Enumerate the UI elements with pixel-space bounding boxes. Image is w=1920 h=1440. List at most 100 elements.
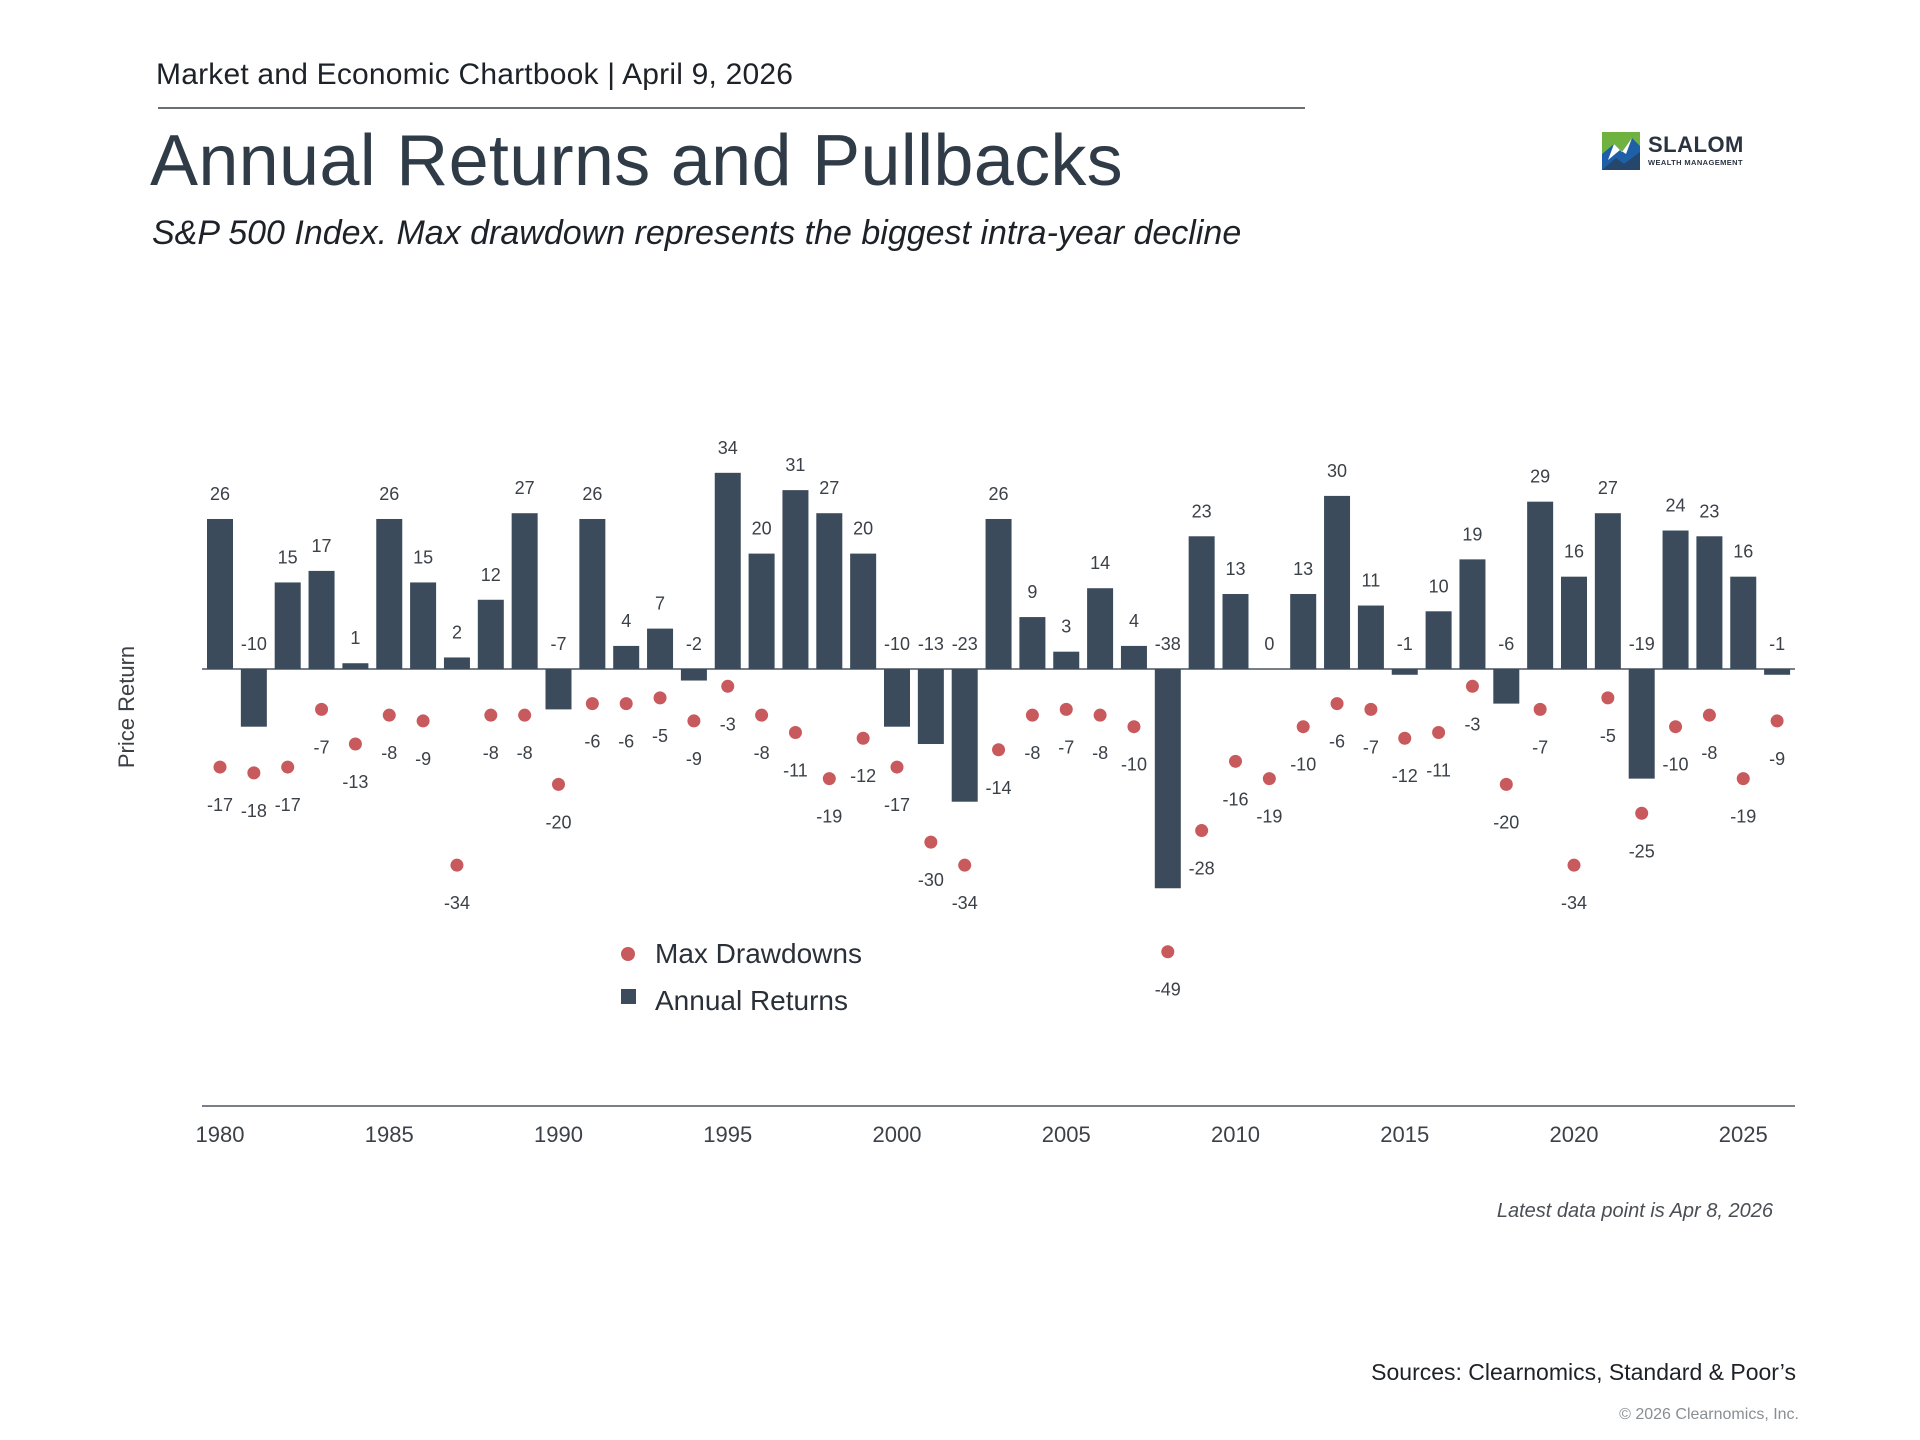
max-drawdown-label: -8 [381,743,397,763]
annual-return-bar [308,570,335,669]
max-drawdown-dot [518,708,532,722]
max-drawdown-label: -10 [1663,755,1689,775]
x-tick-label: 1995 [703,1122,752,1147]
max-drawdown-dot [382,708,396,722]
slalom-logo: SLALOM WEALTH MANAGEMENT [1602,132,1757,172]
max-drawdown-dot [1161,945,1175,959]
max-drawdown-label: -9 [1769,749,1785,769]
annual-return-bar [748,553,775,669]
max-drawdown-label: -8 [1701,743,1717,763]
max-drawdown-dot [416,714,430,728]
max-drawdown-dot [315,702,329,716]
max-drawdown-dot [213,760,227,774]
annual-return-label: 26 [989,484,1009,504]
max-drawdown-dot [1736,772,1750,786]
page-title: Annual Returns and Pullbacks [150,121,1123,201]
max-drawdown-label: -5 [1600,726,1616,746]
max-drawdown-dot [585,697,599,711]
max-drawdown-dot [755,708,769,722]
max-drawdown-label: -13 [342,772,368,792]
max-drawdown-label: -8 [517,743,533,763]
max-drawdown-dot [1127,720,1141,734]
header-divider [158,107,1305,109]
max-drawdown-dot [1601,691,1615,705]
annual-return-label: 3 [1061,617,1071,637]
annual-return-bar [613,645,640,669]
max-drawdown-label: -7 [1532,737,1548,757]
annual-return-label: -13 [918,634,944,654]
max-drawdown-dot [552,777,565,791]
max-drawdown-dot [484,708,498,722]
annual-return-label: -10 [241,634,267,654]
annual-return-bar [579,518,606,669]
x-tick-label: 2000 [873,1122,922,1147]
max-drawdown-label: -16 [1222,789,1248,809]
max-drawdown-dot [856,731,870,745]
max-drawdown-label: -7 [1058,737,1074,757]
annual-return-bar [1357,605,1384,669]
latest-data-note: Latest data point is Apr 8, 2026 [1496,1200,1773,1222]
annual-return-bar [511,513,538,669]
annual-return-label: 16 [1564,542,1584,562]
max-drawdown-dot [1262,772,1276,786]
annual-return-label: 4 [1129,611,1139,631]
y-axis-label: Price Return [114,646,139,768]
annual-return-bar [545,669,572,710]
annual-return-label: -10 [884,634,910,654]
max-drawdown-label: -17 [275,795,301,815]
max-drawdown-label: -8 [1092,743,1108,763]
max-drawdown-dot [1195,824,1209,838]
annual-return-label: 30 [1327,461,1347,481]
x-tick-label: 1990 [534,1122,583,1147]
annual-return-label: 27 [515,478,535,498]
annual-return-bar [1493,669,1520,704]
annual-return-bar [850,553,877,669]
max-drawdown-label: -7 [314,737,330,757]
max-drawdown-label: -5 [652,726,668,746]
legend-drawdown-label: Max Drawdowns [655,938,862,969]
annual-return-label: 17 [312,536,332,556]
max-drawdown-label: -9 [415,749,431,769]
max-drawdown-dot [1465,679,1479,693]
annual-return-label: -38 [1155,634,1181,654]
x-tick-label: 1985 [365,1122,414,1147]
annual-return-label: -7 [550,634,566,654]
max-drawdown-dot [1330,697,1344,711]
x-tick-label: 2005 [1042,1122,1091,1147]
annual-return-bar [1290,593,1317,669]
max-drawdown-dot [822,772,836,786]
max-drawdown-dot [1364,702,1378,716]
max-drawdown-label: -11 [783,760,808,780]
annual-return-bar [1425,611,1452,669]
annual-return-label: 27 [1598,478,1618,498]
annual-return-label: 1 [350,628,360,648]
sources-text: Sources: Clearnomics, Standard & Poor’s [1371,1359,1796,1385]
max-drawdown-label: -9 [686,749,702,769]
max-drawdown-dot [450,858,464,872]
annual-return-bar [1053,651,1080,669]
annual-return-label: 4 [621,611,631,631]
max-drawdown-label: -6 [1329,732,1345,752]
annual-return-bar [1154,669,1181,889]
annual-return-bar [443,657,470,669]
max-drawdown-dot [1059,702,1073,716]
legend-return-marker [621,989,636,1004]
annual-return-label: 9 [1027,582,1037,602]
max-drawdown-dot [1635,806,1649,820]
annual-return-bar [714,472,741,669]
annual-return-bar [342,663,369,669]
max-drawdown-dot [653,691,667,705]
annual-return-bar [240,669,267,727]
annual-return-bar [376,518,403,669]
max-drawdown-dot [1432,725,1446,739]
annual-return-label: 31 [785,455,805,475]
max-drawdown-dot [924,835,938,849]
max-drawdown-label: -3 [1464,714,1480,734]
annual-return-bar [1222,593,1249,669]
annual-return-label: 12 [481,565,501,585]
max-drawdown-label: -49 [1155,980,1181,1000]
annual-return-bar [1459,559,1486,669]
max-drawdown-dot [687,714,701,728]
annual-return-label: 7 [655,594,665,614]
